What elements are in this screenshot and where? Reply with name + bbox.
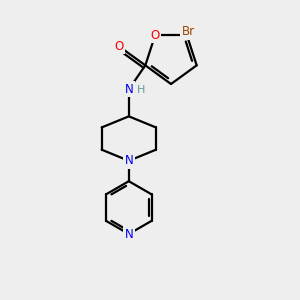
Text: N: N (124, 83, 133, 96)
Text: N: N (124, 154, 133, 167)
Text: O: O (151, 29, 160, 42)
Text: N: N (124, 227, 133, 241)
Text: O: O (115, 40, 124, 52)
Text: Br: Br (182, 25, 195, 38)
Text: H: H (137, 85, 146, 95)
